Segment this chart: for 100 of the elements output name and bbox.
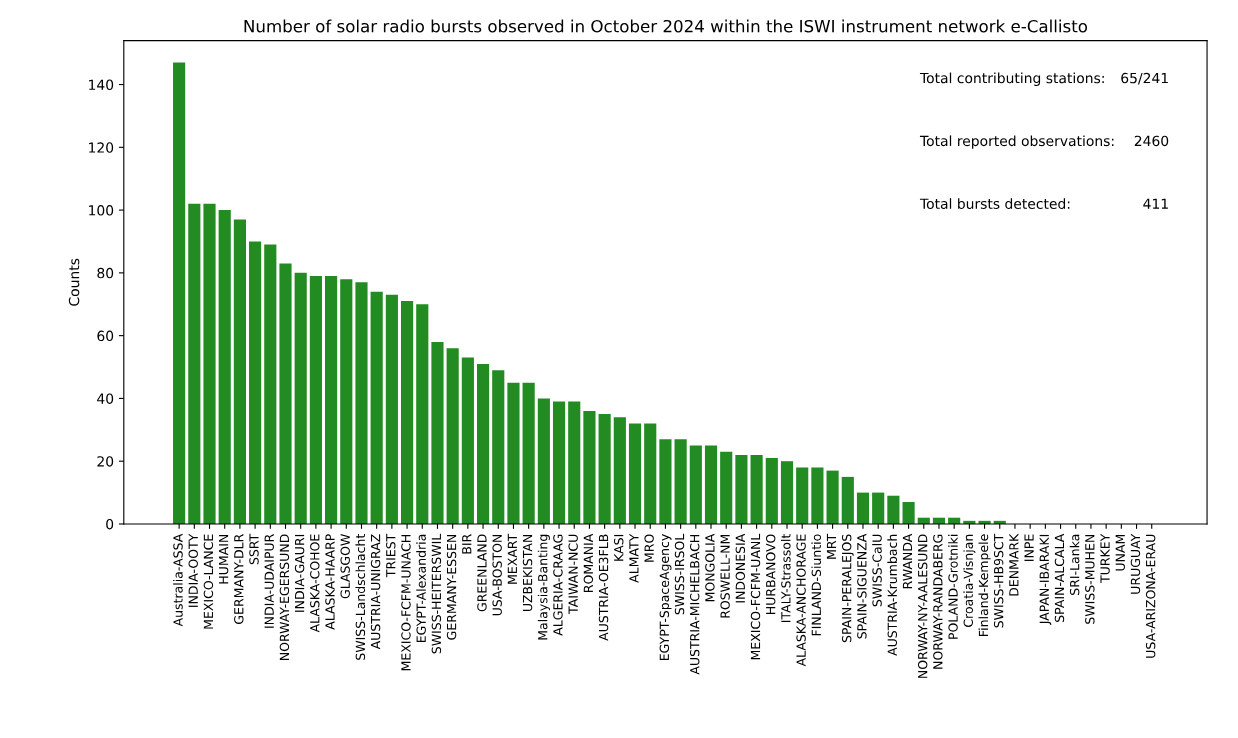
x-tick-label: GERMANY-DLR bbox=[234, 534, 244, 624]
bar bbox=[294, 272, 307, 524]
x-tick-label: GERMANY-ESSEN bbox=[446, 534, 457, 640]
x-tick-label: AUSTRIA-OE3FLB bbox=[598, 534, 609, 641]
bar bbox=[431, 341, 444, 524]
y-tick-label: 120 bbox=[89, 142, 114, 153]
bar bbox=[568, 401, 581, 524]
x-tick-label: USA-BOSTON bbox=[492, 534, 502, 616]
x-tick-label: INDONESIA bbox=[735, 533, 746, 603]
x-tick-label: JAPAN-IBARAKI bbox=[1039, 534, 1052, 625]
bar bbox=[856, 492, 870, 524]
x-tick-label: KASI bbox=[614, 534, 624, 561]
x-tick-label: SPAIN-PERALEJOS bbox=[841, 534, 854, 643]
y-tick-label: 40 bbox=[97, 393, 114, 404]
bar bbox=[644, 423, 657, 524]
x-tick-label: SWISS-CalU bbox=[872, 534, 882, 607]
annotation: Total contributing stations: bbox=[919, 72, 1104, 86]
x-tick-label: UZBEKISTAN bbox=[522, 534, 533, 611]
bar bbox=[492, 370, 505, 524]
bar bbox=[340, 279, 353, 524]
bar bbox=[522, 382, 535, 524]
bar bbox=[446, 348, 459, 524]
x-tick-label: ROMANIA bbox=[583, 533, 594, 592]
x-tick-label: INDIA-OOTY bbox=[188, 533, 198, 607]
bar bbox=[355, 282, 368, 524]
x-tick-label: UNAM bbox=[1115, 534, 1125, 571]
y-tick-label: 20 bbox=[97, 456, 114, 467]
chart-title: Number of solar radio bursts observed in October 2024 within the ISWI instrument network e-Callisto bbox=[244, 19, 1088, 33]
y-tick-label: 0 bbox=[106, 518, 114, 530]
x-tick-label: POLAND-Grotniki bbox=[948, 534, 958, 639]
bar bbox=[416, 304, 429, 524]
bar bbox=[325, 276, 338, 524]
annotation: 411 bbox=[1143, 198, 1168, 209]
bar bbox=[249, 241, 262, 524]
x-tick-label: EGYPT-SpaceAgency bbox=[659, 534, 672, 661]
bar bbox=[598, 414, 611, 524]
bar bbox=[507, 382, 520, 524]
bar bbox=[203, 203, 216, 524]
annotation: 2460 bbox=[1134, 135, 1169, 147]
x-tick-label: SWISS-IRSOL bbox=[674, 533, 685, 615]
x-tick-label: NORWAY-NY-AALESUND bbox=[917, 534, 928, 678]
bar bbox=[811, 467, 824, 524]
x-tick-label: NORWAY-RANDABERG bbox=[933, 534, 943, 669]
bar bbox=[583, 410, 596, 524]
bar bbox=[796, 467, 809, 524]
x-tick-label: AUSTRIA-UNIGRAZ bbox=[370, 534, 381, 650]
x-tick-label: TAIWAN-NCU bbox=[568, 534, 578, 614]
x-tick-label: SPAIN-ALCALA bbox=[1054, 533, 1065, 622]
x-tick-label: SPAIN-SIGUENZA bbox=[857, 533, 867, 639]
bar bbox=[613, 417, 626, 524]
x-tick-label: Australia-ASSA bbox=[173, 533, 183, 627]
x-tick-label: TURKEY bbox=[1100, 533, 1110, 583]
bar bbox=[780, 461, 794, 524]
x-tick-label: ALGERIA-CRAAG bbox=[553, 534, 563, 636]
bar bbox=[309, 276, 322, 524]
bar bbox=[279, 263, 292, 524]
x-tick-label: SWISS-HEITERSWIL bbox=[431, 533, 442, 654]
x-tick-label: Malaysia-Banting bbox=[537, 534, 550, 640]
annotation: Total bursts detected: bbox=[919, 198, 1070, 209]
x-tick-label: ROSWELL-NM bbox=[720, 534, 730, 618]
bar bbox=[537, 398, 550, 524]
bar bbox=[720, 451, 733, 524]
x-tick-label: ALMATY bbox=[629, 533, 639, 583]
x-tick-label: SSRT bbox=[249, 533, 259, 565]
x-tick-label: URUGUAY bbox=[1130, 533, 1141, 594]
x-tick-label: MEXART bbox=[507, 533, 517, 584]
y-tick-label: 100 bbox=[89, 205, 114, 216]
x-tick-label: MRT bbox=[826, 533, 837, 559]
annotation: Total reported observations: bbox=[919, 135, 1114, 149]
x-tick-label: SWISS-HB9SCT bbox=[993, 533, 1004, 628]
x-tick-label: NORWAY-EGERSUND bbox=[279, 534, 290, 660]
x-tick-label: ALASKA-HAARP bbox=[325, 534, 335, 630]
bar bbox=[370, 291, 383, 524]
bar bbox=[704, 445, 718, 524]
x-tick-label: INDIA-UDAIPUR bbox=[264, 534, 274, 628]
bar bbox=[659, 439, 672, 524]
bar bbox=[476, 363, 490, 524]
x-tick-label: Finland-Kempele bbox=[978, 534, 991, 636]
bar bbox=[902, 502, 915, 524]
x-tick-label: INDIA-GAURI bbox=[294, 534, 305, 612]
x-tick-label: ALASKA-ANCHORAGE bbox=[796, 534, 806, 667]
x-tick-label: MONGOLIA bbox=[705, 533, 715, 602]
x-tick-label: MRO bbox=[644, 534, 654, 562]
x-tick-label: Croatia-Visnjan bbox=[963, 534, 976, 627]
x-tick-label: AUSTRIA-MICHELBACH bbox=[689, 534, 700, 675]
x-tick-label: ALASKA-COHOE bbox=[310, 534, 320, 633]
bar bbox=[188, 203, 201, 524]
x-tick-label: MEXICO-LANCE bbox=[203, 534, 214, 629]
y-tick-label: 140 bbox=[89, 79, 114, 91]
x-tick-label: MEXICO-FCFM-UANL bbox=[750, 533, 761, 660]
bar bbox=[750, 454, 763, 524]
x-tick-label: GLASGOW bbox=[340, 534, 350, 599]
y-tick-label: 80 bbox=[97, 267, 114, 279]
bar bbox=[841, 476, 854, 524]
annotation: 65/241 bbox=[1121, 72, 1168, 85]
x-tick-label: GREENLAND bbox=[477, 534, 487, 612]
bar bbox=[233, 219, 246, 524]
x-tick-label: RWANDA bbox=[902, 533, 913, 589]
x-tick-label: MEXICO-FCFM-UNACH bbox=[401, 534, 411, 671]
x-tick-label: AUSTRIA-Krumbach bbox=[887, 534, 898, 656]
